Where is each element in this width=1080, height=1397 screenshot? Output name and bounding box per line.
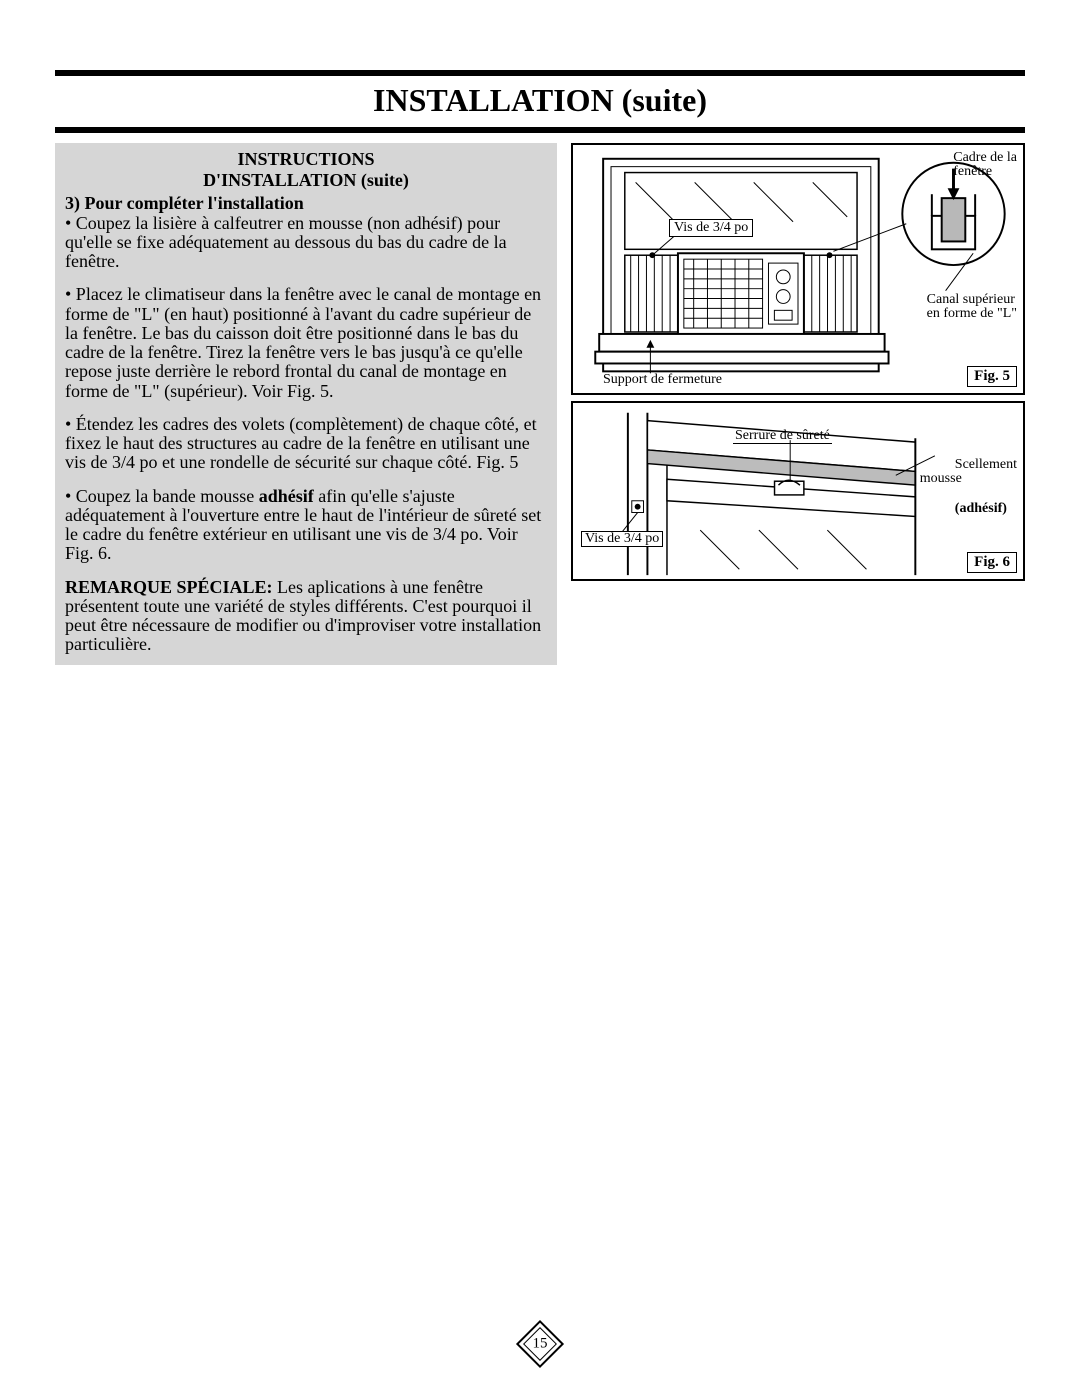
bottom-rule <box>55 127 1025 133</box>
bullet-2: • Placez le climatiseur dans la fenêtre … <box>65 285 547 401</box>
bullet4-pre: • Coupez la bande mousse <box>65 486 259 506</box>
fig6-scellement-text: Scellement mousse <box>920 457 1017 487</box>
figure-6: Serrure de sûreté Scellement mousse (adh… <box>571 401 1025 581</box>
fig5-support-label: Support de fermeture <box>603 373 722 387</box>
main-title: INSTALLATION (suite) <box>55 82 1025 119</box>
bullet-3: • Étendez les cadres des volets (complèt… <box>65 415 547 473</box>
step-title: 3) Pour compléter l'installation <box>65 194 547 213</box>
fig5-cadre-label: Cadre de la fenêtre <box>953 151 1017 179</box>
figure-5: Vis de 3/4 po Cadre de la fenêtre Canal … <box>571 143 1025 395</box>
figures-column: Vis de 3/4 po Cadre de la fenêtre Canal … <box>571 143 1025 581</box>
bullet4-bold: adhésif <box>259 486 314 506</box>
instructions-box: INSTRUCTIONS D'INSTALLATION (suite) 3) P… <box>55 143 557 665</box>
top-rule <box>55 70 1025 76</box>
figure-5-drawing <box>573 145 1023 393</box>
fig6-adhesif-text: (adhésif) <box>955 501 1007 516</box>
special-note: REMARQUE SPÉCIALE: Les aplications à une… <box>65 578 547 655</box>
fig6-scellement-label: Scellement mousse (adhésif) <box>920 443 1017 531</box>
heading-line2: D'INSTALLATION (suite) <box>203 170 409 190</box>
fig5-canal-label: Canal supérieur en forme de "L" <box>927 293 1017 321</box>
bullet-4: • Coupez la bande mousse adhésif afin qu… <box>65 487 547 564</box>
fig6-serrure-label: Serrure de sûreté <box>733 429 832 444</box>
heading-line1: INSTRUCTIONS <box>237 149 374 169</box>
note-bold: REMARQUE SPÉCIALE: <box>65 577 273 597</box>
sub-heading: INSTRUCTIONS D'INSTALLATION (suite) <box>65 149 547 190</box>
fig6-label: Fig. 6 <box>967 552 1017 573</box>
bullet-1: • Coupez la lisière à calfeutrer en mous… <box>65 214 547 272</box>
page-number-ornament: 15 <box>523 1327 557 1361</box>
page-container: INSTALLATION (suite) INSTRUCTIONS D'INST… <box>0 0 1080 665</box>
page-number: 15 <box>533 1336 548 1353</box>
fig5-label: Fig. 5 <box>967 366 1017 387</box>
content-row: INSTRUCTIONS D'INSTALLATION (suite) 3) P… <box>55 143 1025 665</box>
fig5-vis-label: Vis de 3/4 po <box>669 219 753 237</box>
fig6-vis-label: Vis de 3/4 po <box>581 531 663 547</box>
